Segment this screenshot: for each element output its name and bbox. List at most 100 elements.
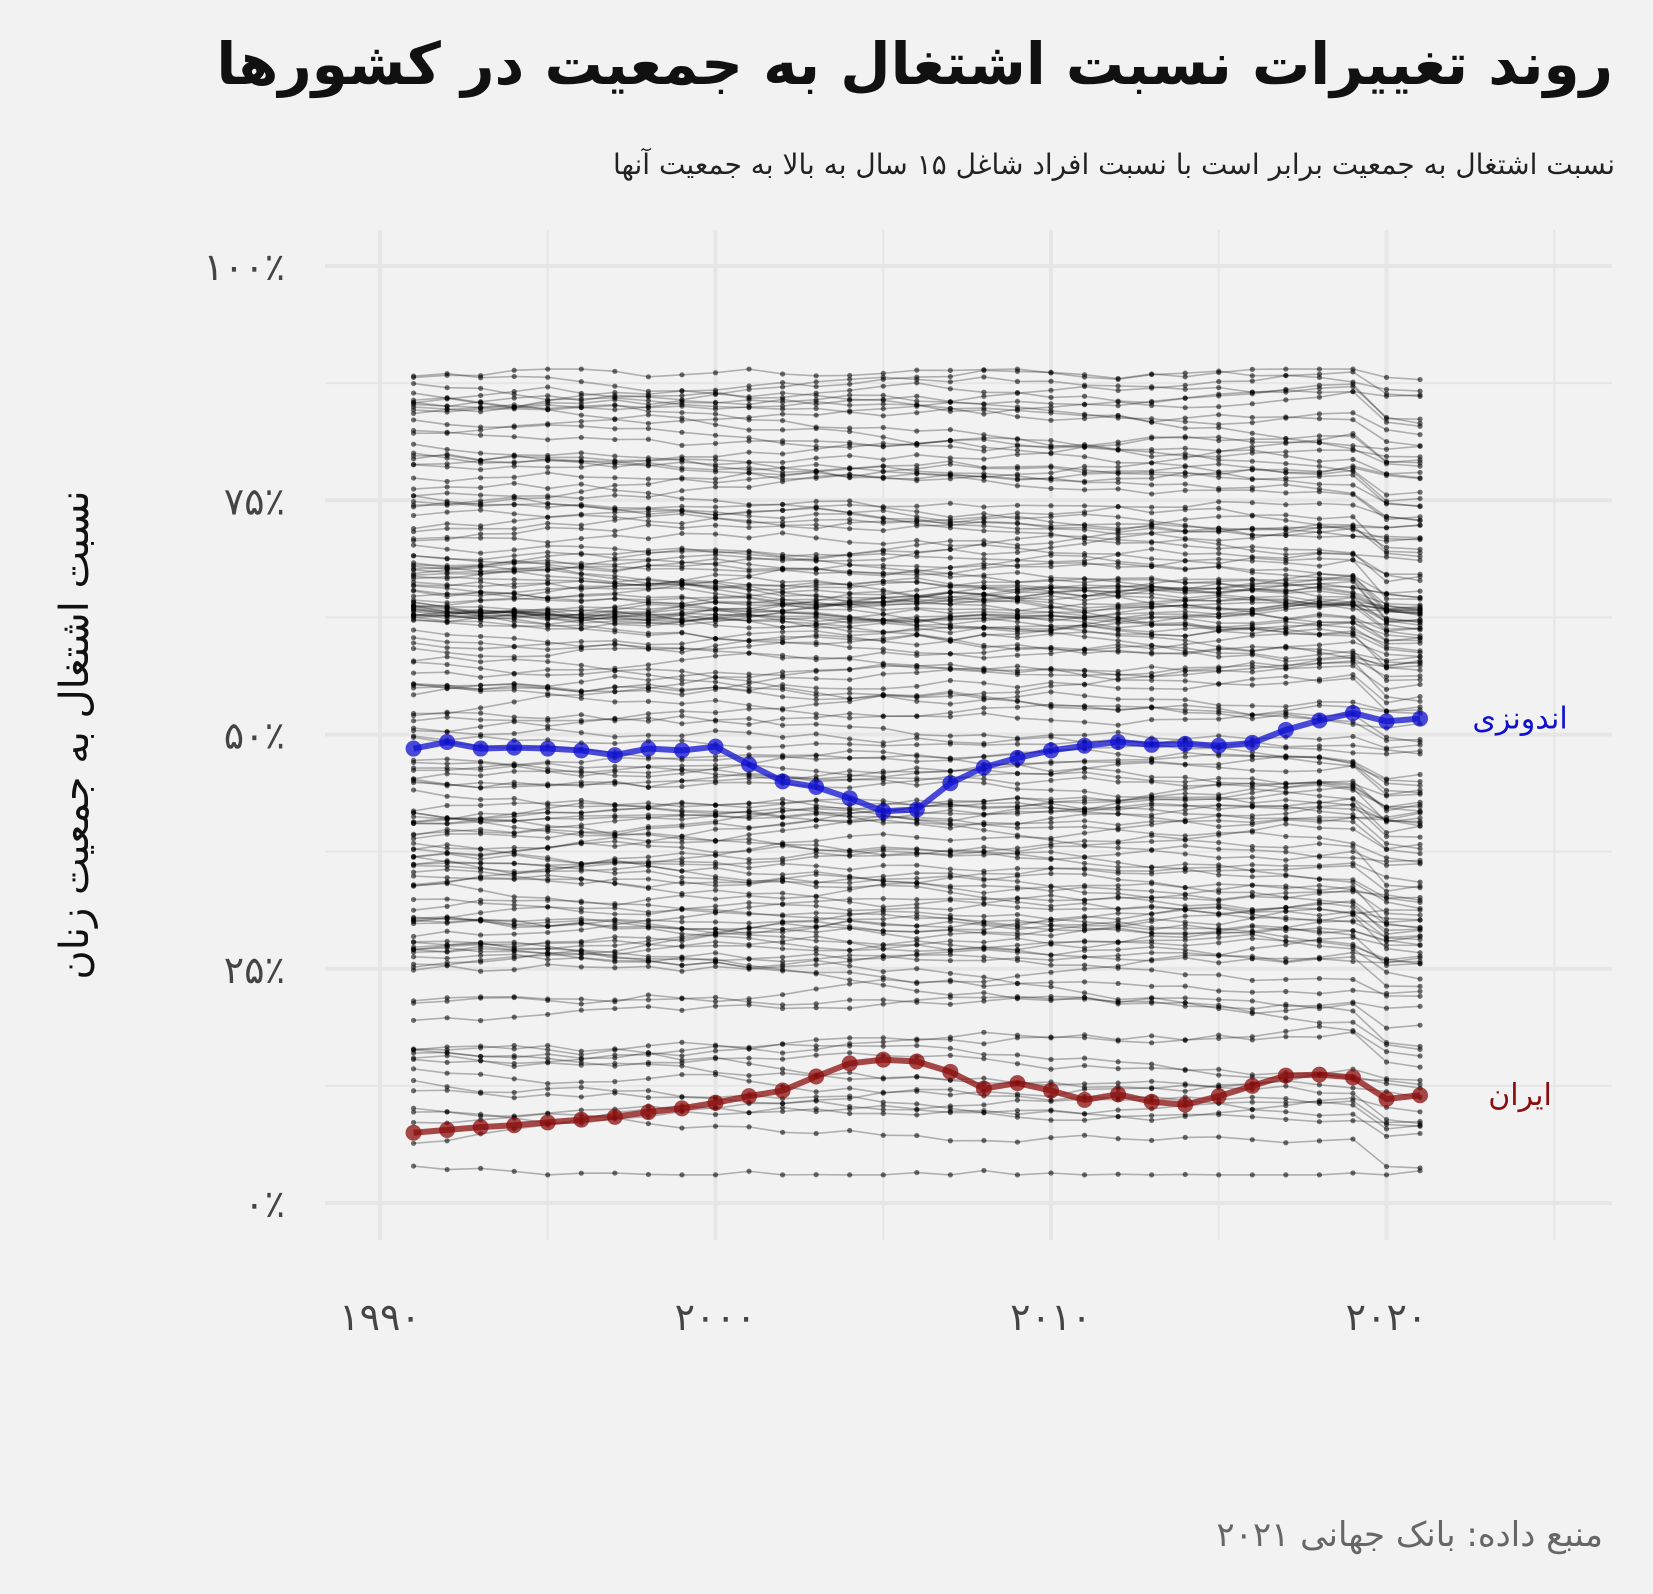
- country-point: [847, 736, 853, 742]
- country-point: [1383, 830, 1390, 836]
- country-point: [981, 504, 987, 510]
- country-point: [444, 816, 450, 822]
- country-point: [1048, 843, 1054, 849]
- country-point: [1014, 850, 1021, 856]
- country-point: [1216, 404, 1222, 410]
- country-point: [478, 900, 484, 906]
- country-point: [712, 584, 719, 591]
- country-point: [1316, 825, 1322, 831]
- country-point: [1249, 648, 1255, 654]
- country-point: [679, 1007, 685, 1013]
- country-point: [410, 417, 417, 423]
- country-point: [746, 574, 752, 580]
- country-point: [645, 601, 652, 608]
- country-point: [645, 494, 652, 500]
- country-point: [914, 821, 920, 827]
- country-point: [578, 662, 584, 668]
- country-point: [813, 752, 819, 758]
- country-point: [444, 914, 450, 920]
- country-point: [712, 862, 719, 868]
- country-point: [947, 427, 953, 433]
- country-point: [712, 994, 719, 1000]
- country-point: [578, 1001, 584, 1007]
- country-point: [712, 595, 719, 601]
- country-point: [444, 866, 450, 873]
- country-point: [1014, 781, 1021, 787]
- country-point: [1081, 576, 1088, 582]
- country-point: [1383, 846, 1390, 853]
- country-point: [880, 505, 886, 511]
- country-point: [1350, 614, 1356, 620]
- country-point: [1249, 1072, 1255, 1078]
- country-point: [947, 636, 953, 642]
- country-point: [1216, 581, 1222, 587]
- country-point: [612, 814, 618, 820]
- country-point: [1149, 705, 1155, 711]
- country-point: [478, 802, 484, 808]
- country-point: [1081, 818, 1088, 824]
- country-point: [511, 1089, 517, 1096]
- country-point: [478, 674, 484, 680]
- country-point: [1216, 681, 1222, 687]
- country-point: [847, 785, 853, 791]
- country-point: [1350, 1029, 1356, 1035]
- country-point: [1283, 988, 1289, 995]
- country-point: [880, 469, 886, 475]
- country-point: [1316, 991, 1322, 997]
- country-point: [914, 428, 920, 434]
- country-point: [1216, 645, 1222, 652]
- country-point: [947, 373, 953, 380]
- country-point: [712, 509, 719, 515]
- country-point: [645, 711, 652, 717]
- country-point: [746, 435, 752, 441]
- country-point: [780, 530, 786, 536]
- country-point: [444, 591, 450, 597]
- country-point: [947, 1138, 953, 1144]
- country-point: [1249, 526, 1255, 532]
- chart-title: روند تغییرات نسبت اشتغال به جمعیت در کشو…: [216, 30, 1613, 98]
- country-point: [1149, 916, 1155, 922]
- country-point: [410, 450, 417, 456]
- country-point: [813, 578, 819, 584]
- country-point: [847, 981, 853, 987]
- country-point: [1249, 544, 1255, 550]
- country-point: [712, 531, 719, 537]
- country-point: [847, 1110, 853, 1117]
- country-point: [444, 582, 450, 588]
- country-point: [1048, 1117, 1054, 1123]
- country-point: [1316, 577, 1322, 583]
- country-point: [1350, 912, 1356, 918]
- country-point: [947, 565, 953, 571]
- country-point: [478, 475, 484, 481]
- country-point: [981, 827, 987, 833]
- country-point: [847, 896, 853, 902]
- country-point: [780, 1105, 786, 1111]
- country-point: [712, 998, 719, 1005]
- country-point: [612, 699, 618, 705]
- country-point: [1383, 1116, 1390, 1123]
- country-point: [578, 692, 584, 698]
- country-point: [1383, 662, 1390, 668]
- country-point: [712, 416, 719, 422]
- country-point: [981, 606, 987, 612]
- country-point: [1115, 617, 1121, 623]
- country-point: [478, 502, 484, 508]
- country-point: [1182, 473, 1188, 479]
- country-point: [880, 896, 886, 902]
- country-point: [1081, 624, 1088, 630]
- country-point: [1283, 849, 1289, 855]
- country-point: [947, 470, 953, 476]
- country-point: [410, 1140, 417, 1146]
- country-point: [444, 451, 450, 457]
- country-point: [612, 806, 618, 813]
- country-point: [679, 467, 685, 473]
- country-point: [679, 476, 685, 482]
- country-point: [478, 399, 484, 406]
- chart-subtitle: نسبت اشتغال به جمعیت برابر است با نسبت ا…: [613, 148, 1615, 181]
- country-point: [981, 1041, 987, 1047]
- country-point: [981, 895, 987, 901]
- country-point: [1081, 794, 1088, 800]
- country-point: [1283, 546, 1289, 553]
- country-point: [478, 653, 484, 659]
- country-point: [1182, 807, 1188, 813]
